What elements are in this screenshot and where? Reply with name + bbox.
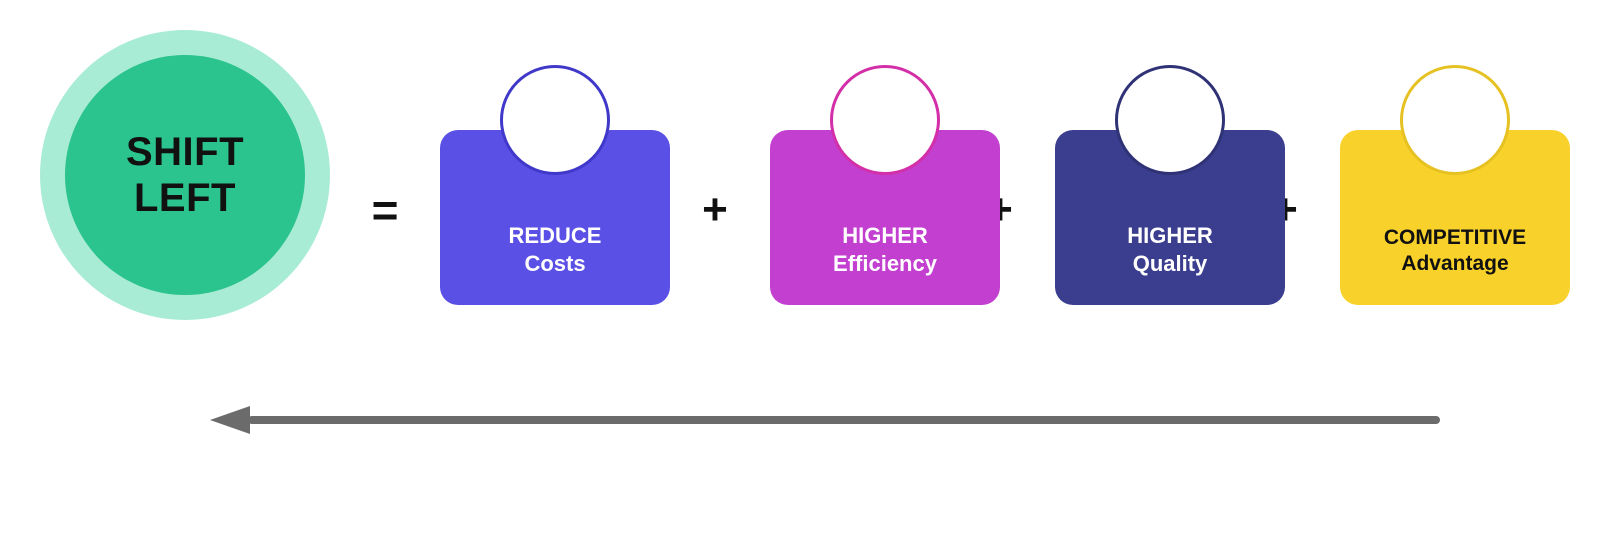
card-competitive-advantage-knob — [1400, 65, 1510, 175]
card-higher-quality-label: HIGHER Quality — [1127, 222, 1213, 277]
main-circle-line1: SHIFT — [126, 130, 244, 174]
card-line2: Advantage — [1384, 251, 1526, 277]
plus-sign-1: + — [702, 188, 728, 232]
card-higher-efficiency-label: HIGHER Efficiency — [833, 222, 937, 277]
card-competitive-advantage-label: COMPETITIVE Advantage — [1384, 225, 1526, 278]
card-line1: HIGHER — [833, 222, 937, 250]
card-higher-quality-knob — [1115, 65, 1225, 175]
card-line2: Efficiency — [833, 250, 937, 278]
main-circle-label: SHIFT LEFT — [126, 129, 244, 221]
card-reduce-costs-label: REDUCE Costs — [509, 222, 602, 277]
main-circle-line2: LEFT — [134, 176, 236, 220]
main-circle: SHIFT LEFT — [65, 55, 305, 295]
infographic-canvas: SHIFT LEFT = + + + REDUCE Costs HIGHER E… — [0, 0, 1600, 534]
equals-sign: = — [372, 187, 399, 233]
card-line1: COMPETITIVE — [1384, 225, 1526, 251]
card-line2: Quality — [1127, 250, 1213, 278]
card-line2: Costs — [509, 250, 602, 278]
arrow-line — [248, 416, 1440, 424]
card-higher-efficiency-knob — [830, 65, 940, 175]
card-line1: REDUCE — [509, 222, 602, 250]
card-line1: HIGHER — [1127, 222, 1213, 250]
arrow-head-icon — [210, 406, 250, 434]
card-reduce-costs-knob — [500, 65, 610, 175]
